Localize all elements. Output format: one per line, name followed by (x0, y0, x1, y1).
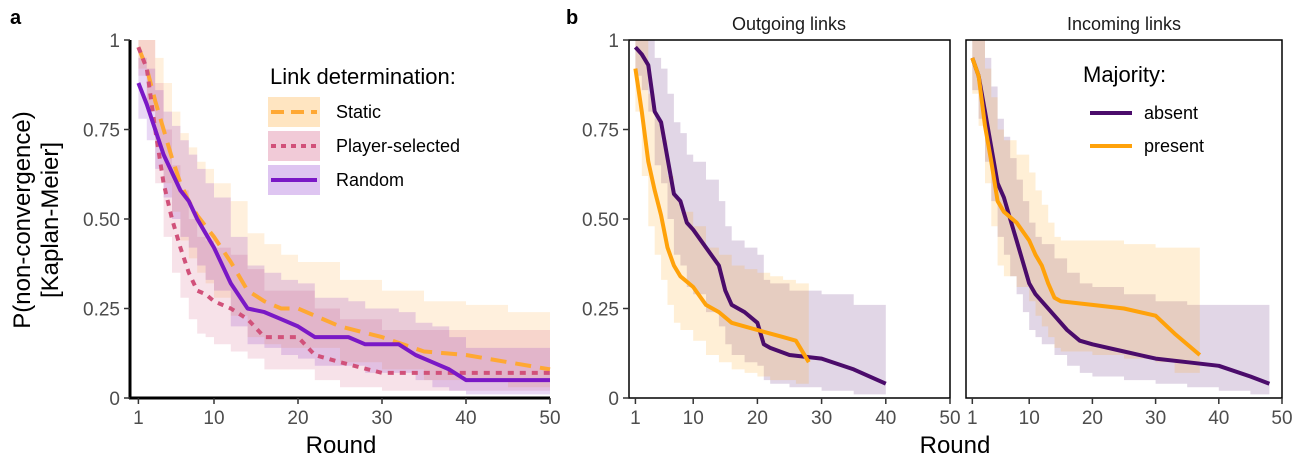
legend-link-determination: Link determination: Static Player-select… (268, 64, 460, 195)
panel-b-outgoing-x-tick-label: 1 (630, 408, 641, 429)
panel-a-line-static (136, 46, 551, 372)
legend-b-title: Majority: (1083, 62, 1166, 87)
panel-a-x-tick-label: 50 (539, 408, 560, 429)
panel-a-y-tick-label: 1 (109, 31, 120, 52)
panel-b-outgoing-ribbon-present (635, 40, 809, 391)
panel-a-x-tick-label: 10 (203, 408, 224, 429)
panel-b-outgoing-x-tick-label: 50 (939, 408, 960, 429)
panel-b-outgoing-line-present (633, 68, 811, 364)
panel-a-y-tick-label: 0.50 (83, 210, 120, 231)
panel-b-incoming-x-tick-label: 30 (1145, 408, 1166, 429)
legend-a-title: Link determination: (270, 64, 456, 89)
panel-b-incoming-x-tick-label: 50 (1271, 408, 1292, 429)
panel-b-incoming-x-tick-label: 10 (1019, 408, 1040, 429)
panel-letter-b: b (566, 7, 578, 29)
panel-b-incoming-line-absent (970, 57, 1271, 386)
legend-majority: Majority: absent present (1083, 62, 1204, 156)
panel-a-x-tick-label: 20 (287, 408, 308, 429)
panel-b-incoming-ribbon-present (972, 40, 1200, 388)
x-axis-title-a: Round (306, 432, 377, 459)
panel-a-x-tick-label: 40 (455, 408, 476, 429)
panel-b-outgoing-line-absent (633, 45, 887, 386)
panel-b-incoming-line-present (970, 57, 1202, 357)
panel-a-x-tick-label: 1 (133, 408, 144, 429)
legend-a-label-static: Static (336, 102, 381, 122)
panel-a-plot: 1 10 20 30 40 50 0 0.25 0.50 0.75 1 (83, 31, 561, 429)
legend-a-label-player-selected: Player-selected (336, 136, 460, 156)
panel-b-outgoing-y-tick-label: 0.50 (582, 210, 619, 231)
panel-a-line-player-selected (136, 46, 550, 375)
panel-a-ribbon-static (138, 40, 550, 391)
panel-b-outgoing-y-tick-label: 0.25 (582, 300, 619, 321)
panel-b-outgoing-ribbon-absent (635, 40, 886, 398)
legend-a-label-random: Random (336, 170, 404, 190)
x-axis-title-b: Round (920, 432, 991, 459)
panel-b-outgoing-x-tick-label: 20 (747, 408, 768, 429)
facet-title-outgoing: Outgoing links (732, 14, 846, 34)
panel-b-incoming-x-tick-label: 40 (1208, 408, 1229, 429)
panel-b-outgoing-x-tick-label: 40 (875, 408, 896, 429)
y-axis-title-line2: [Kaplan-Meier] (37, 142, 64, 298)
panel-a-ribbon-random (138, 57, 550, 395)
panel-a-ribbon-player-selected (138, 40, 550, 391)
y-axis-title-line1: P(non-convergence) (9, 111, 36, 328)
panel-letter-a: a (10, 7, 22, 29)
panel-b-outgoing-x-tick-label: 10 (683, 408, 704, 429)
panel-b-outgoing-y-tick-label: 0.75 (582, 121, 619, 142)
panel-b-outgoing-y-tick-label: 1 (608, 31, 619, 52)
panel-a-line-random (136, 82, 550, 383)
panel-b-outgoing-y-tick-label: 0 (608, 389, 619, 410)
panel-b-incoming-frame (965, 39, 1283, 399)
panel-b-outgoing-plot: 1 10 20 30 40 50 0 0.25 0.50 0.75 1 (582, 31, 961, 429)
panel-a-y-tick-label: 0 (109, 389, 120, 410)
panel-a-x-tick-label: 30 (371, 408, 392, 429)
panel-a-y-tick-label: 0.75 (83, 121, 120, 142)
panel-b-incoming-x-tick-label: 1 (967, 408, 978, 429)
panel-a-y-tick-label: 0.25 (83, 300, 120, 321)
legend-b-label-present: present (1144, 136, 1204, 156)
panel-b-outgoing-x-tick-label: 30 (811, 408, 832, 429)
panel-b-incoming-x-tick-label: 20 (1082, 408, 1103, 429)
facet-title-incoming: Incoming links (1067, 14, 1181, 34)
legend-b-label-absent: absent (1144, 103, 1198, 123)
panel-b-incoming-plot: 1 10 20 30 40 50 (965, 39, 1293, 429)
